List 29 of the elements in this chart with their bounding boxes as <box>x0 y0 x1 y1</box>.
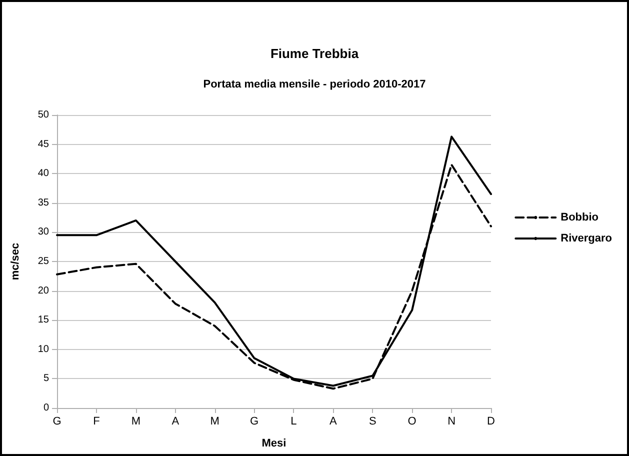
y-tick-label: 10 <box>38 344 50 355</box>
legend-label: Rivergaro <box>560 232 612 244</box>
x-tick-label: L <box>290 416 297 428</box>
chart-subtitle: Portata media mensile - periodo 2010-2017 <box>203 78 426 90</box>
y-tick-label: 50 <box>38 110 50 120</box>
chart-title: Fiume Trebbia <box>270 46 360 61</box>
x-tick-label: N <box>448 416 456 428</box>
y-tick-label: 0 <box>43 402 50 414</box>
y-axis-title: mc/sec <box>10 242 22 280</box>
y-tick-label: 40 <box>38 168 50 180</box>
y-tick-label: 20 <box>38 285 50 296</box>
x-tick-label: G <box>250 416 259 428</box>
x-tick-label: M <box>131 416 140 428</box>
x-tick-label: S <box>368 416 376 428</box>
y-tick-label: 45 <box>38 138 50 150</box>
y-tick-label: 35 <box>38 197 50 208</box>
x-tick-label: A <box>330 416 338 428</box>
y-tick-label: 5 <box>43 373 50 384</box>
y-tick-label: 25 <box>38 256 50 267</box>
legend-label: Bobbio <box>560 212 599 224</box>
x-tick-label: F <box>93 416 100 428</box>
x-tick-label: G <box>52 416 62 428</box>
x-axis-title: Mesi <box>262 438 286 450</box>
x-tick-label: D <box>487 416 496 428</box>
y-tick-label: 15 <box>38 314 50 326</box>
x-tick-label: A <box>172 416 180 428</box>
x-tick-label: O <box>408 416 417 428</box>
x-tick-label: M <box>210 416 220 428</box>
y-tick-label: 30 <box>38 226 50 238</box>
